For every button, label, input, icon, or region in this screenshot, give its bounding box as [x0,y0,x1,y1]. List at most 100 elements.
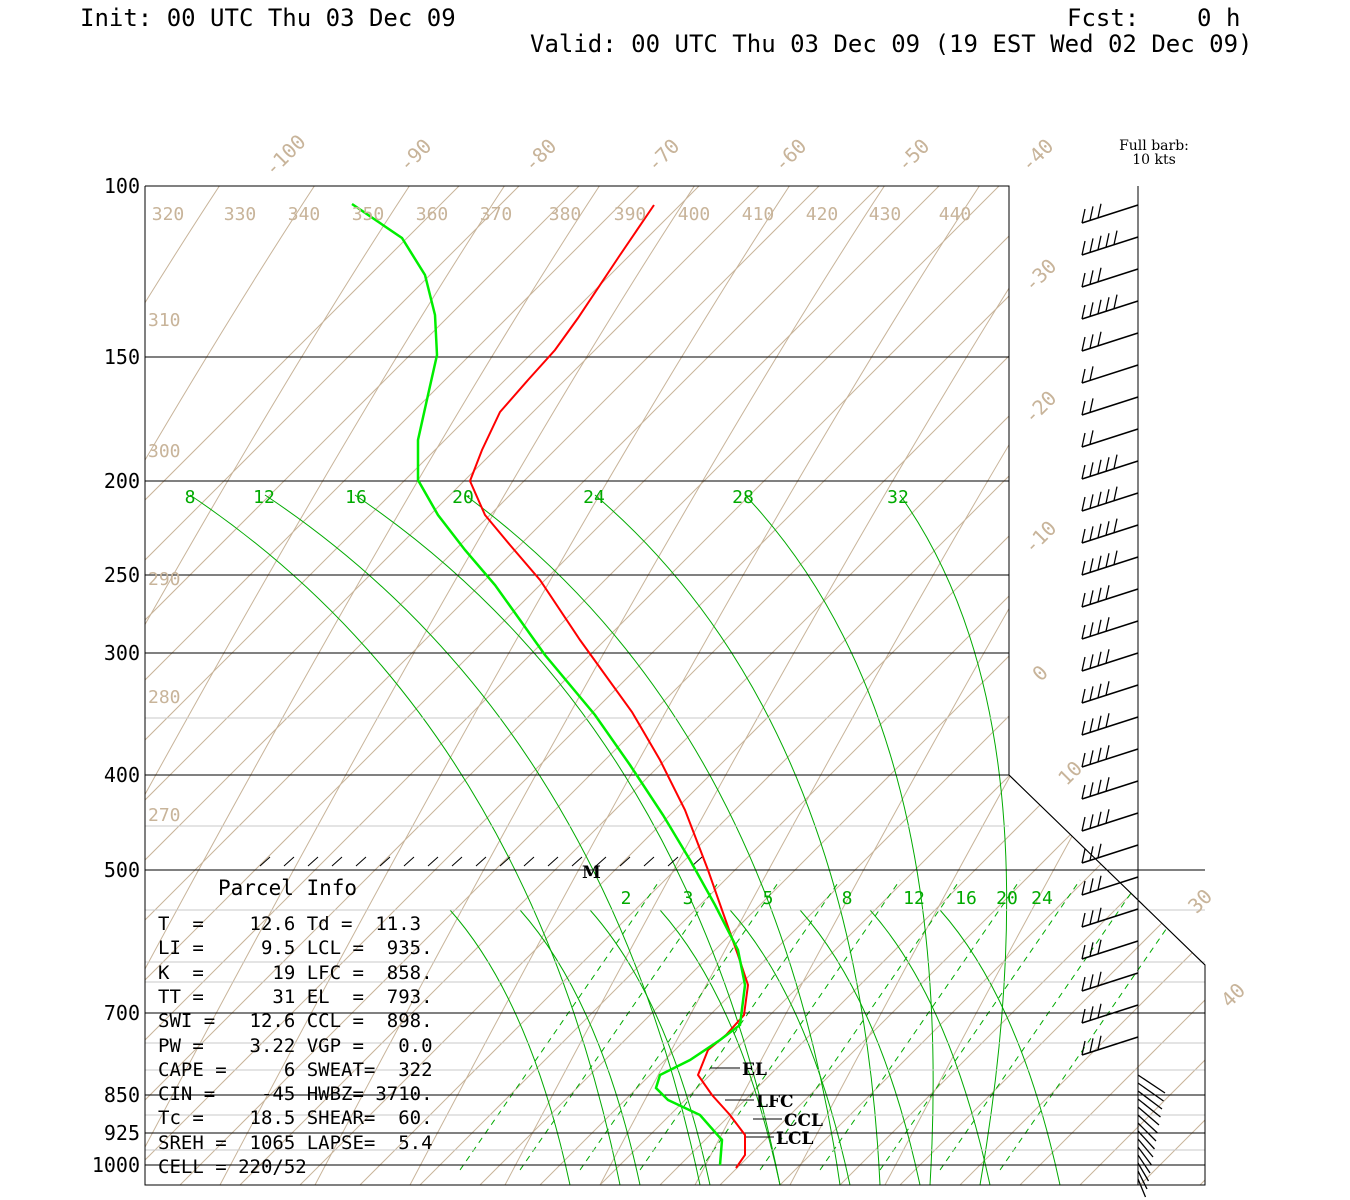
wind-barb-flag [1089,206,1094,221]
mixing-ratio-dashed-line [579,879,781,1171]
wind-barb-shaft [1081,492,1139,512]
pressure-tick-label: 250 [104,563,140,587]
wind-barb-shaft [1081,716,1139,736]
wind-barb-flag [1081,976,1086,992]
theta-label: 430 [869,204,902,225]
dry-adiabat-line [314,186,886,1185]
mixing-ratio-label: 12 [253,487,275,508]
mixing-ratio-label: 5 [763,888,774,909]
wind-barb-flag [1081,784,1086,800]
wind-barb-low [1137,1122,1157,1142]
init-time: Init: 00 UTC Thu 03 Dec 09 [80,4,456,32]
wind-barb-flag [1089,942,1094,957]
wind-barb-flag [1081,496,1086,512]
hatch-mark [619,856,631,867]
wind-barb-flag [1089,558,1094,573]
wind-barb-flag [1089,782,1094,797]
mixing-ratio-label: 16 [955,888,977,909]
isotherm-label: 40 [1216,978,1250,1012]
mixing-ratio-dashed-line [999,879,1201,1171]
wind-barb-flag [1081,912,1086,928]
wind-barb-low [1137,1114,1158,1134]
wind-barb-flag [1097,523,1102,538]
mixing-ratio-dashed-line [879,879,1081,1171]
wind-barb-flag [1097,555,1102,570]
wind-barb-flag [1089,238,1094,253]
mixing-ratio-label: 32 [887,487,909,508]
wind-barb-shaft [1081,332,1139,352]
theta-label: 400 [678,204,711,225]
full-barb-line2: 10 kts [1132,152,1176,168]
pressure-tick-label: 150 [104,345,140,369]
wind-barb-flag [1081,1040,1086,1056]
wind-barb-flag [1081,432,1086,448]
wind-barb-flag [1097,299,1102,314]
parcel-info-row: SWI = 12.6 CCL = 898. [158,1010,433,1033]
wind-barb-shaft [1081,780,1139,800]
wind-barb-flag [1105,777,1110,792]
dry-adiabat-line [145,186,221,1185]
isotherm-line [419,186,1205,1185]
wind-barb-flag [1089,974,1094,989]
wind-barb-flag [1081,208,1086,224]
valid-time: Valid: 00 UTC Thu 03 Dec 09 (19 EST Wed … [530,30,1253,58]
wind-barb-low [1137,1154,1151,1174]
isotherm-label: 30 [1183,884,1217,918]
isotherm-line [145,186,461,1185]
isotherm-label: -10 [1019,516,1062,559]
mixing-ratio-line [264,494,701,1185]
pressure-tick-label: 1000 [92,1153,140,1177]
moist-adiabat-line [449,909,571,1185]
wind-barb-flag [1081,304,1086,320]
wind-barb-flag [1097,267,1102,282]
wind-barb-flag [1105,585,1110,600]
pressure-tick-label: 300 [104,641,140,665]
hatch-mark [355,856,367,867]
dry-adiabat-line [884,186,1205,1185]
mixing-ratio-label: 24 [1031,888,1053,909]
wind-barb-low [1137,1098,1161,1118]
wind-barb-flag [1081,400,1086,416]
wind-barb-flag [1081,656,1086,672]
theta-label: 280 [148,687,181,708]
isotherm-line [839,186,1205,1185]
isotherm-label: -20 [1019,386,1062,429]
isotherm-line [145,186,641,1185]
wind-barb-shaft [1081,652,1139,672]
wind-barb-shaft [1081,972,1139,992]
hatch-mark [523,856,535,867]
isotherm-line [719,186,1205,1185]
moist-adiabat-line [869,909,991,1185]
theta-label: 310 [148,310,181,331]
wind-barb-flag [1105,297,1110,312]
wind-barb-flag [1097,907,1102,922]
wind-barb-flag [1081,752,1086,768]
mixing-ratio-label: 12 [903,888,925,909]
wind-barb-low [1137,1178,1147,1198]
wind-barb-flag [1105,489,1110,504]
wind-barb-flag [1081,880,1086,896]
wind-barb-low [1137,1090,1163,1110]
parcel-info-row: PW = 3.22 VGP = 0.0 [158,1034,433,1057]
pressure-tick-label: 400 [104,763,140,787]
parcel-info-row: Tc = 18.5 SHEAR= 60. [158,1107,433,1130]
wind-barb-flag [1081,848,1086,864]
parcel-info-row: LI = 9.5 LCL = 935. [158,937,433,960]
wind-barb-low [1137,1130,1155,1150]
mixing-ratio-label: 20 [996,888,1018,909]
wind-barb-shaft [1081,428,1139,448]
wind-barb-flag [1097,683,1102,698]
isotherm-label: 0 [1027,660,1052,685]
wind-barb-flag [1081,464,1086,480]
dry-adiabat-line [219,186,791,1185]
wind-barb-shaft [1081,268,1139,288]
mixing-ratio-dashed-line [459,879,661,1171]
wind-barb-flag [1113,550,1118,565]
isotherm-label: -80 [519,134,562,177]
dry-adiabat-line [145,186,411,1185]
hatch-mark [643,856,655,867]
wind-barb-low [1137,1146,1153,1166]
parcel-info-row: T = 12.6 Td = 11.3 [158,913,422,935]
wind-barb-flag [1081,624,1086,640]
hatch-mark [403,856,415,867]
